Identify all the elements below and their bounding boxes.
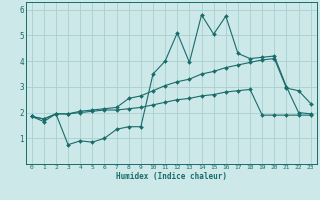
X-axis label: Humidex (Indice chaleur): Humidex (Indice chaleur) bbox=[116, 172, 227, 181]
